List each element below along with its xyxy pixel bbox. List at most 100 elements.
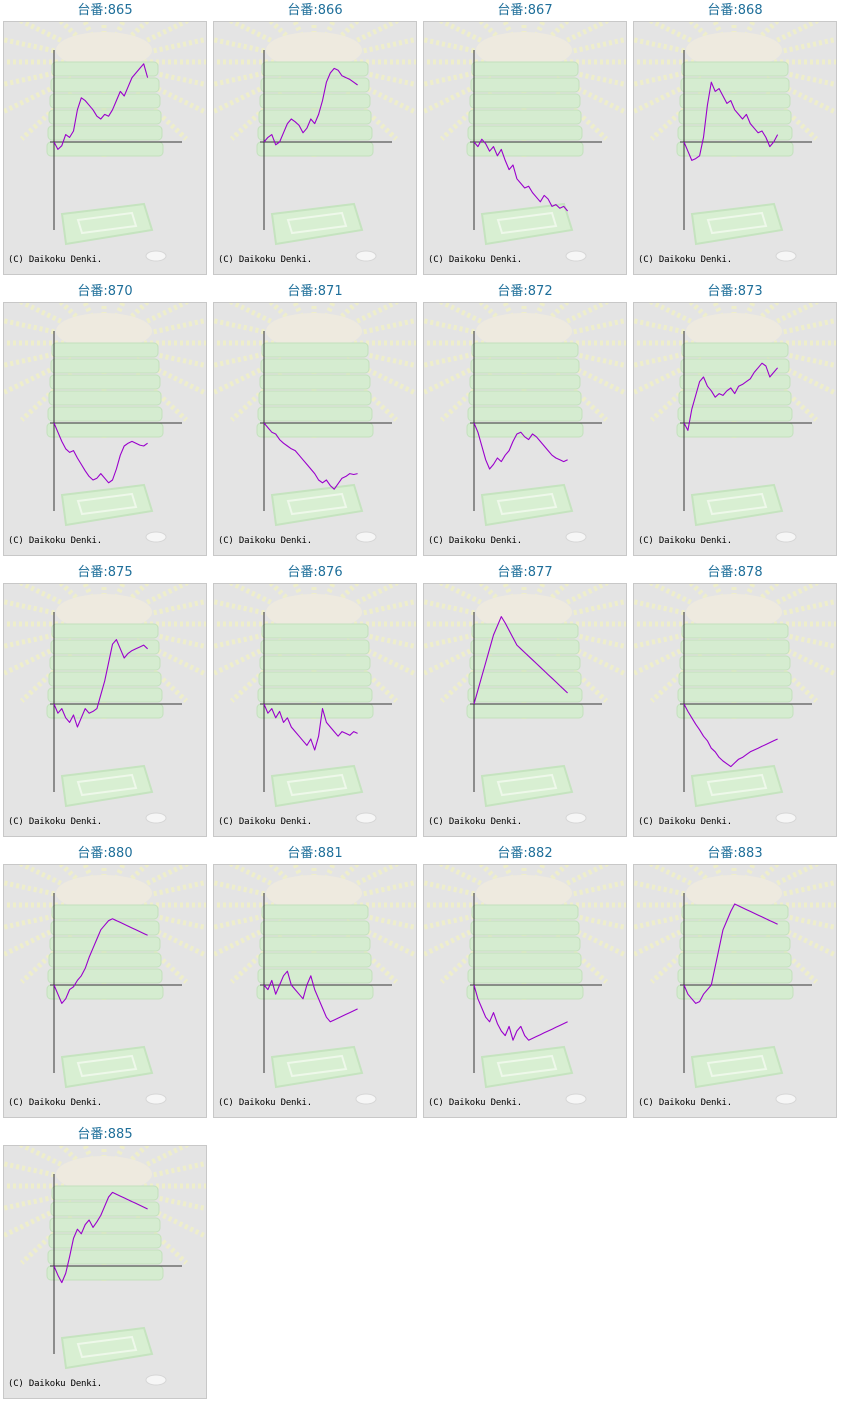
sun-ray	[345, 584, 401, 610]
sun-ray	[555, 584, 611, 610]
machine-title[interactable]: 台番:872	[497, 284, 553, 299]
ball-tray	[46, 1265, 164, 1281]
ball-tray	[50, 358, 160, 374]
chart-panel: (C) Daikoku Denki.	[633, 302, 837, 556]
sun-ray	[125, 1146, 151, 1166]
sun-ray	[351, 879, 416, 899]
ball-tray	[681, 904, 789, 920]
sun-ray	[424, 599, 487, 618]
ball-tray	[471, 61, 579, 77]
chart-panel: (C) Daikoku Denki.	[213, 583, 417, 837]
ball-tray	[260, 358, 370, 374]
sun-ray	[4, 911, 67, 930]
machine-title[interactable]: 台番:868	[707, 3, 763, 18]
dish-icon	[145, 531, 167, 543]
machine-title[interactable]: 台番:875	[77, 565, 133, 580]
ball-tray	[468, 671, 582, 687]
tray-base	[690, 764, 784, 808]
background-artwork	[634, 303, 836, 543]
ball-tray	[469, 655, 581, 671]
tray-base-inner	[286, 492, 348, 516]
ball-tray	[49, 93, 161, 109]
machine-title[interactable]: 台番:871	[287, 284, 343, 299]
sun-ray	[135, 22, 191, 48]
balance-series-line	[473, 984, 568, 1041]
chart-svg	[214, 22, 416, 262]
ball-tray	[47, 1249, 163, 1265]
chart-panel: (C) Daikoku Denki.	[3, 21, 207, 275]
chart-svg	[4, 303, 206, 543]
copyright-text: (C) Daikoku Denki.	[638, 255, 732, 265]
tray-base-inner	[76, 211, 138, 235]
copyright-text: (C) Daikoku Denki.	[638, 536, 732, 546]
machine-title[interactable]: 台番:880	[77, 846, 133, 861]
machine-chart-cell: 台番:875 (C) Daikoku Denki.	[0, 562, 210, 843]
machine-title[interactable]: 台番:867	[497, 3, 553, 18]
tray-base-inner	[286, 211, 348, 235]
balance-series-line	[53, 639, 148, 728]
ball-tray	[466, 703, 584, 719]
sun-ray	[141, 68, 206, 88]
copyright-text: (C) Daikoku Denki.	[8, 1379, 102, 1389]
machine-chart-cell: 台番:872 (C) Daikoku Denki.	[420, 281, 630, 562]
sun-ray	[214, 349, 277, 368]
sun-ray	[335, 22, 361, 42]
sun-ray	[17, 1146, 73, 1172]
sun-ray	[135, 865, 191, 891]
ball-tray	[51, 904, 159, 920]
balance-series-line	[683, 903, 778, 1004]
sun-ray	[561, 630, 626, 650]
chart-svg	[634, 865, 836, 1105]
machine-title[interactable]: 台番:876	[287, 565, 343, 580]
dish-icon	[355, 812, 377, 824]
pachinko-balls-pile	[476, 313, 572, 349]
ball-tray	[467, 687, 583, 703]
sun-ray	[771, 349, 836, 369]
tray-base-inner	[496, 492, 558, 516]
balance-series-line	[683, 362, 779, 431]
background-artwork	[424, 22, 626, 262]
ball-tray	[259, 655, 371, 671]
machine-title[interactable]: 台番:870	[77, 284, 133, 299]
pachinko-balls-pile	[56, 875, 152, 911]
chart-panel: (C) Daikoku Denki.	[3, 1145, 207, 1399]
dish-icon	[145, 812, 167, 824]
machine-title[interactable]: 台番:877	[497, 565, 553, 580]
chart-svg	[634, 303, 836, 543]
sun-ray	[135, 584, 191, 610]
tray-base	[480, 1045, 574, 1089]
chart-svg	[424, 22, 626, 262]
ball-tray	[679, 93, 791, 109]
machine-title[interactable]: 台番:873	[707, 284, 763, 299]
machine-title[interactable]: 台番:883	[707, 846, 763, 861]
ball-tray	[677, 687, 793, 703]
machine-title[interactable]: 台番:878	[707, 565, 763, 580]
sun-ray	[345, 22, 401, 48]
ball-tray	[47, 125, 163, 141]
sun-ray	[125, 865, 151, 885]
sun-ray	[687, 303, 713, 323]
ball-tray	[261, 342, 369, 358]
ball-tray	[676, 984, 794, 1000]
machine-chart-cell: 台番:868 (C) Daikoku Denki.	[630, 0, 840, 281]
sun-ray	[125, 303, 151, 323]
sun-ray	[125, 584, 151, 604]
machine-title[interactable]: 台番:866	[287, 3, 343, 18]
ball-tray	[48, 1233, 162, 1249]
sun-ray	[771, 911, 836, 931]
ball-tray	[468, 109, 582, 125]
ball-tray	[257, 125, 373, 141]
dish-icon	[565, 1093, 587, 1105]
machine-title[interactable]: 台番:881	[287, 846, 343, 861]
background-artwork	[4, 1146, 206, 1386]
machine-title[interactable]: 台番:865	[77, 3, 133, 18]
ball-tray	[46, 422, 164, 438]
sun-ray	[351, 598, 416, 618]
sun-ray	[687, 22, 713, 42]
chart-svg	[4, 1146, 206, 1386]
ball-tray	[680, 77, 790, 93]
balance-series-line	[263, 67, 358, 146]
background-artwork	[634, 584, 836, 824]
machine-title[interactable]: 台番:882	[497, 846, 553, 861]
machine-title[interactable]: 台番:885	[77, 1127, 133, 1142]
